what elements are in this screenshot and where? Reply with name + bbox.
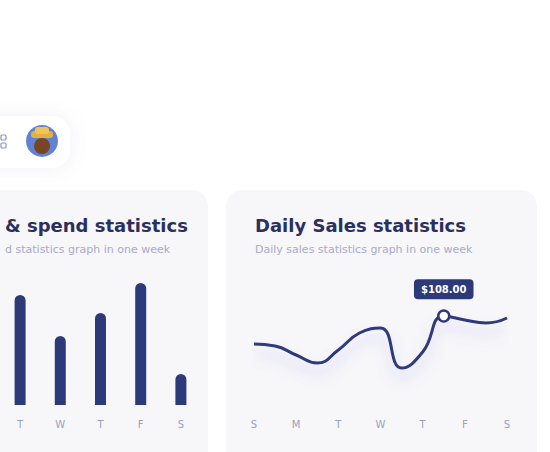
svg-text:& spend statistics: & spend statistics [5,215,188,236]
svg-text:T: T [334,419,342,430]
svg-text:M: M [292,419,301,430]
svg-text:S: S [251,419,257,430]
svg-text:T: T [96,419,104,430]
svg-text:d statistics graph in one week: d statistics graph in one week [5,243,171,256]
svg-text:Daily sales statistics graph i: Daily sales statistics graph in one week [255,243,473,256]
svg-text:F: F [138,419,144,430]
svg-text:F: F [462,419,468,430]
svg-text:S: S [178,419,184,430]
svg-text:T: T [16,419,24,430]
svg-text:T: T [419,419,427,430]
svg-text:S: S [504,419,510,430]
svg-text:Daily Sales statistics: Daily Sales statistics [255,215,466,236]
svg-text:W: W [55,419,65,430]
svg-text:$108.00: $108.00 [421,284,467,295]
svg-text:W: W [376,419,386,430]
